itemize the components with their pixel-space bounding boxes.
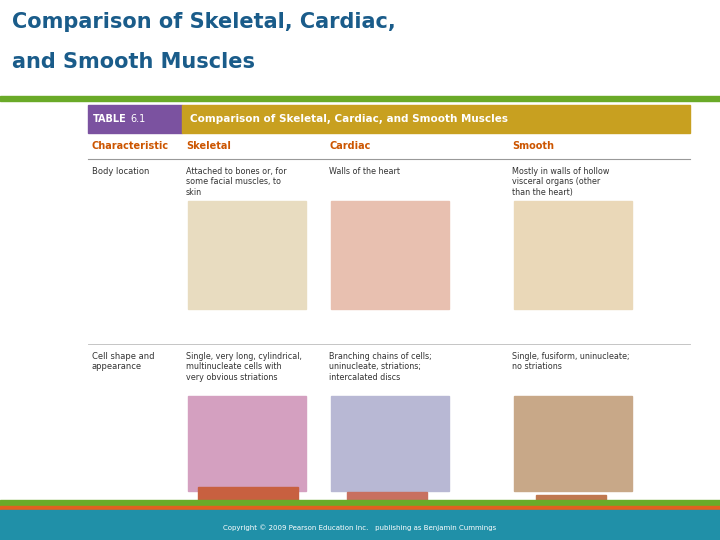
Text: Characteristic: Characteristic (92, 141, 169, 151)
Bar (188, 396, 306, 491)
Bar (0, 516, 720, 540)
Bar (331, 396, 449, 491)
Text: Branching chains of cells;
uninucleate, striations;
intercalated discs: Branching chains of cells; uninucleate, … (329, 352, 432, 382)
Text: Single, fusiform, uninucleate;
no striations: Single, fusiform, uninucleate; no striat… (512, 352, 629, 372)
Bar (88, 344, 690, 529)
Bar (514, 396, 632, 491)
Text: Smooth: Smooth (512, 141, 554, 151)
Text: Cell shape and
appearance: Cell shape and appearance (92, 352, 155, 372)
Text: Comparison of Skeletal, Cardiac,: Comparison of Skeletal, Cardiac, (12, 12, 396, 32)
Text: Comparison of Skeletal, Cardiac, and Smooth Muscles: Comparison of Skeletal, Cardiac, and Smo… (190, 114, 508, 124)
Bar (88, 133, 690, 159)
Bar (514, 201, 632, 309)
Text: 6.1: 6.1 (130, 114, 145, 124)
Text: TABLE: TABLE (93, 114, 127, 124)
Text: Body location: Body location (92, 167, 149, 176)
Bar (188, 201, 306, 309)
Bar (536, 495, 606, 509)
Text: Copyright © 2009 Pearson Education Inc.   publishing as Benjamin Cummings: Copyright © 2009 Pearson Education Inc. … (223, 525, 497, 531)
Bar (0, 510, 720, 516)
Bar (347, 492, 427, 512)
Bar (331, 201, 449, 309)
Bar (198, 487, 298, 517)
Text: Mostly in walls of hollow
visceral organs (other
than the heart): Mostly in walls of hollow visceral organ… (512, 167, 609, 197)
Text: Skeletal: Skeletal (186, 141, 231, 151)
Text: Attached to bones or, for
some facial muscles, to
skin: Attached to bones or, for some facial mu… (186, 167, 287, 197)
Bar (88, 159, 690, 344)
Text: Cardiac: Cardiac (329, 141, 370, 151)
Bar (0, 0, 720, 100)
Bar (0, 96, 720, 101)
Bar (88, 105, 182, 133)
Bar (182, 105, 690, 133)
Text: Single, very long, cylindrical,
multinucleate cells with
very obvious striations: Single, very long, cylindrical, multinuc… (186, 352, 302, 382)
Text: and Smooth Muscles: and Smooth Muscles (12, 52, 255, 72)
Bar (0, 506, 720, 510)
Text: Walls of the heart: Walls of the heart (329, 167, 400, 176)
Bar (0, 500, 720, 506)
